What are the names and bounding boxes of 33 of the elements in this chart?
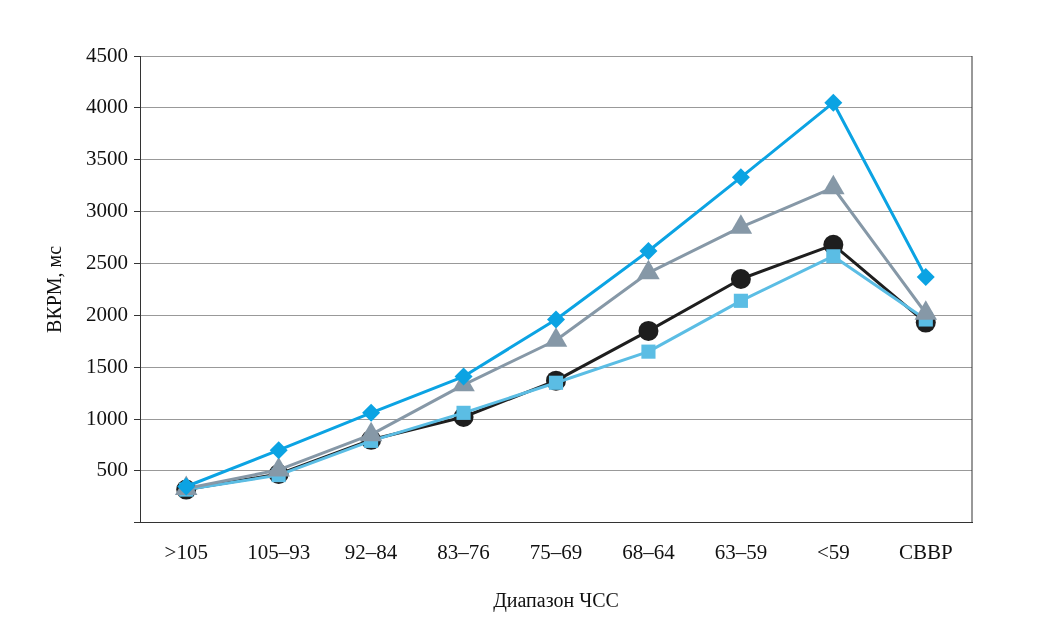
- point: [641, 344, 656, 359]
- y-tick-label: 3000: [86, 198, 128, 223]
- x-tick-label: <59: [816, 539, 850, 564]
- point: [269, 441, 288, 460]
- y-tick-label: 4000: [86, 94, 128, 119]
- point: [826, 249, 841, 264]
- point: [547, 310, 565, 329]
- point: [454, 367, 473, 386]
- y-tick-label: 4500: [86, 42, 128, 67]
- y-tick-label: 1500: [86, 353, 128, 378]
- y-tick-label: 2000: [86, 301, 128, 326]
- x-tick-label: 83–76: [437, 539, 490, 564]
- x-tick-label: СВВР: [898, 539, 953, 564]
- y-tick-label: 1000: [86, 405, 128, 430]
- y-axis-title: ВКРМ, мс: [43, 245, 66, 333]
- point: [638, 320, 659, 341]
- x-tick-label: 105–93: [247, 539, 311, 564]
- x-tick-label: 68–64: [622, 539, 676, 564]
- y-tick-label: 3500: [86, 146, 128, 171]
- point: [824, 93, 843, 112]
- x-tick-label: 92–84: [344, 539, 398, 564]
- point: [362, 403, 381, 422]
- point: [639, 242, 658, 261]
- x-axis-title: Диапазон ЧСС: [493, 589, 619, 613]
- point: [733, 293, 748, 308]
- point: [730, 269, 751, 290]
- point: [916, 267, 935, 286]
- point: [731, 168, 750, 187]
- y-tick-label: 500: [96, 457, 128, 482]
- x-tick-label: 63–59: [714, 539, 768, 564]
- x-tick-label: >105: [164, 539, 208, 564]
- y-tick-label: 2500: [86, 249, 128, 274]
- x-tick-label: 75–69: [529, 539, 583, 564]
